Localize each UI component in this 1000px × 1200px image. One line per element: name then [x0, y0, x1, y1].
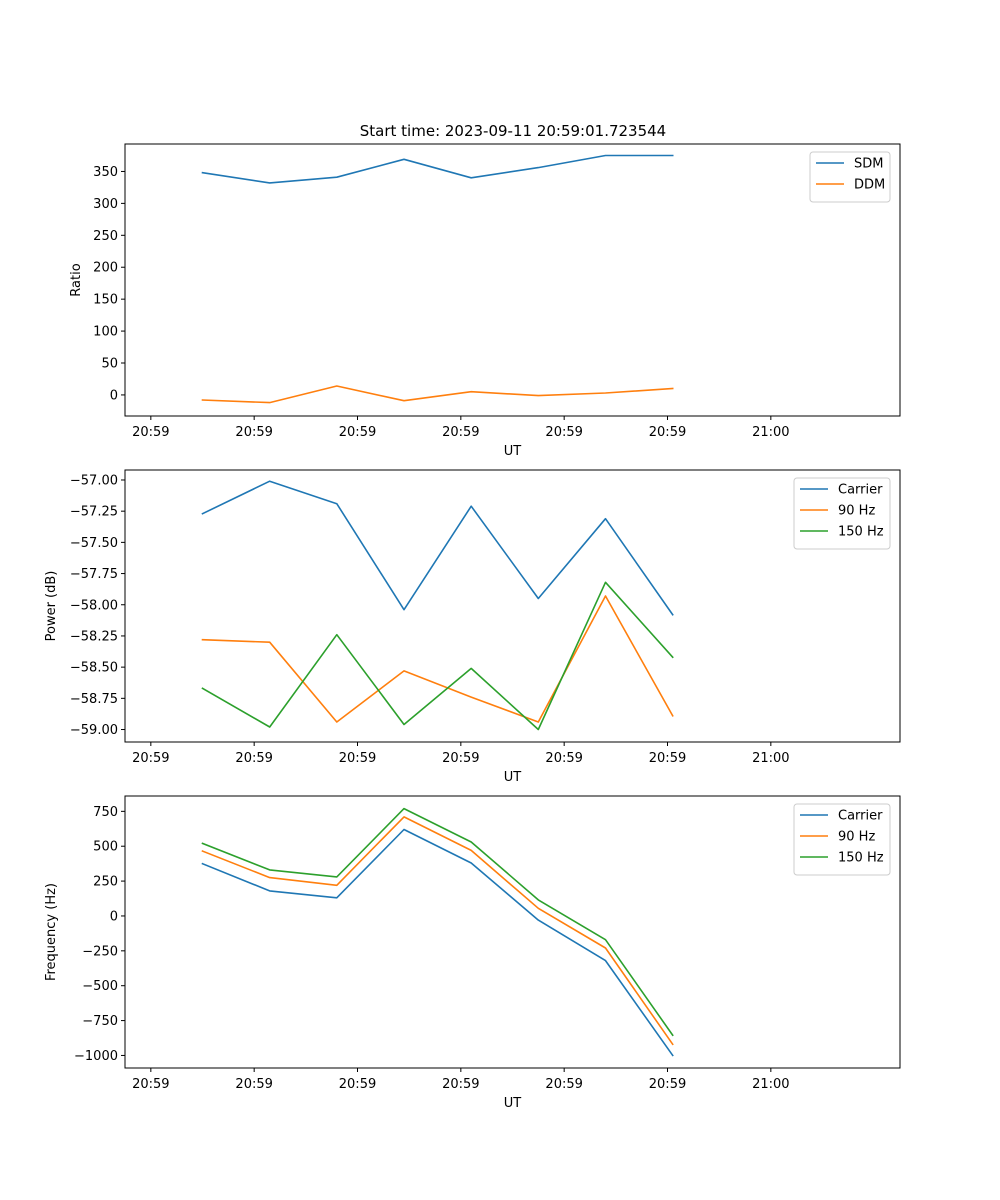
x-tick-label: 21:00: [752, 425, 789, 440]
y-tick-label: 0: [110, 909, 118, 924]
y-tick-label: 200: [93, 261, 118, 276]
y-tick-label: −1000: [74, 1049, 118, 1064]
legend-box: [809, 151, 891, 203]
figure-title: Start time: 2023-09-11 20:59:01.723544: [360, 122, 666, 140]
y-tick-label: 300: [93, 197, 118, 212]
y-tick-label: −500: [82, 979, 118, 994]
legend-label: 150 Hz: [838, 851, 884, 866]
x-tick-label: 20:59: [442, 425, 479, 440]
x-tick-label: 20:59: [339, 751, 376, 766]
legend-label: 90 Hz: [838, 504, 875, 519]
x-tick-label: 20:59: [235, 751, 272, 766]
series-line-carrier: [201, 828, 674, 1057]
x-tick-label: 20:59: [545, 1077, 582, 1092]
x-tick-label: 20:59: [132, 1077, 169, 1092]
y-tick-label: −57.00: [70, 473, 118, 488]
chart-panel-1: 0 50 100 150 200 250 300 350 20:59 20:59 20:59 20:5…: [69, 143, 901, 459]
x-tick-label: 20:59: [442, 1077, 479, 1092]
series-line-carrier: [201, 480, 674, 616]
y-axis-label: Ratio: [69, 263, 84, 296]
legend: Carrier 90 Hz 150 Hz: [793, 803, 891, 876]
plot-area: [124, 795, 901, 1069]
x-tick-label: 20:59: [649, 1077, 686, 1092]
y-tick-label: −750: [82, 1014, 118, 1029]
y-tick-label: 350: [93, 165, 118, 180]
series-line-90-hz: [201, 816, 674, 1046]
series-line-sdm: [201, 154, 674, 184]
series-line-150-hz: [201, 581, 674, 731]
y-tick-label: 0: [110, 388, 118, 403]
legend-label: SDM: [854, 157, 883, 172]
y-tick-label: −57.50: [70, 536, 118, 551]
legend-label: Carrier: [838, 809, 883, 824]
chart-panel-2: −59.00 −58.75 −58.50 −58.25 −58.00 −57.75 −57.…: [44, 469, 901, 785]
x-tick-label: 21:00: [752, 1077, 789, 1092]
y-tick-label: −58.25: [70, 629, 118, 644]
panels: 0 50 100 150 200 250 300 350 20:59 20:59 20:59 20:5…: [44, 143, 901, 1111]
x-axis-label: UT: [504, 444, 522, 459]
legend-label: 90 Hz: [838, 830, 875, 845]
y-tick-label: 150: [93, 293, 118, 308]
y-axis-label: Frequency (Hz): [44, 883, 59, 981]
y-tick-label: −59.00: [70, 723, 118, 738]
y-axis-label: Power (dB): [44, 571, 59, 642]
y-tick-label: −57.25: [70, 505, 118, 520]
y-tick-label: 250: [93, 229, 118, 244]
x-tick-label: 20:59: [235, 1077, 272, 1092]
legend: Carrier 90 Hz 150 Hz: [793, 477, 891, 550]
y-tick-label: −250: [82, 944, 118, 959]
x-tick-label: 20:59: [545, 751, 582, 766]
legend: SDM DDM: [809, 151, 891, 203]
x-tick-label: 20:59: [442, 751, 479, 766]
y-tick-label: 50: [101, 357, 118, 372]
legend-label: DDM: [854, 178, 885, 193]
plot-area: [124, 143, 901, 417]
y-tick-label: −58.00: [70, 598, 118, 613]
y-tick-label: 250: [93, 875, 118, 890]
y-tick-label: 500: [93, 840, 118, 855]
plot-area: [124, 469, 901, 743]
chart-panel-3: −1000 −750 −500 −250 0 250 500 750 20:59 20:59 20:…: [44, 795, 901, 1111]
x-tick-label: 20:59: [649, 425, 686, 440]
x-tick-label: 20:59: [649, 751, 686, 766]
y-tick-label: 100: [93, 325, 118, 340]
x-axis-label: UT: [504, 770, 522, 785]
x-tick-label: 20:59: [545, 425, 582, 440]
y-tick-label: 750: [93, 805, 118, 820]
x-axis-label: UT: [504, 1096, 522, 1111]
legend-label: 150 Hz: [838, 525, 884, 540]
series-line-150-hz: [201, 807, 674, 1037]
x-tick-label: 20:59: [339, 1077, 376, 1092]
series-line-90-hz: [201, 595, 674, 723]
x-tick-label: 21:00: [752, 751, 789, 766]
x-tick-label: 20:59: [132, 751, 169, 766]
legend-label: Carrier: [838, 483, 883, 498]
y-tick-label: −58.50: [70, 661, 118, 676]
series-line-ddm: [201, 385, 674, 404]
y-tick-label: −58.75: [70, 692, 118, 707]
y-tick-label: −57.75: [70, 567, 118, 582]
x-tick-label: 20:59: [339, 425, 376, 440]
x-tick-label: 20:59: [235, 425, 272, 440]
x-tick-label: 20:59: [132, 425, 169, 440]
